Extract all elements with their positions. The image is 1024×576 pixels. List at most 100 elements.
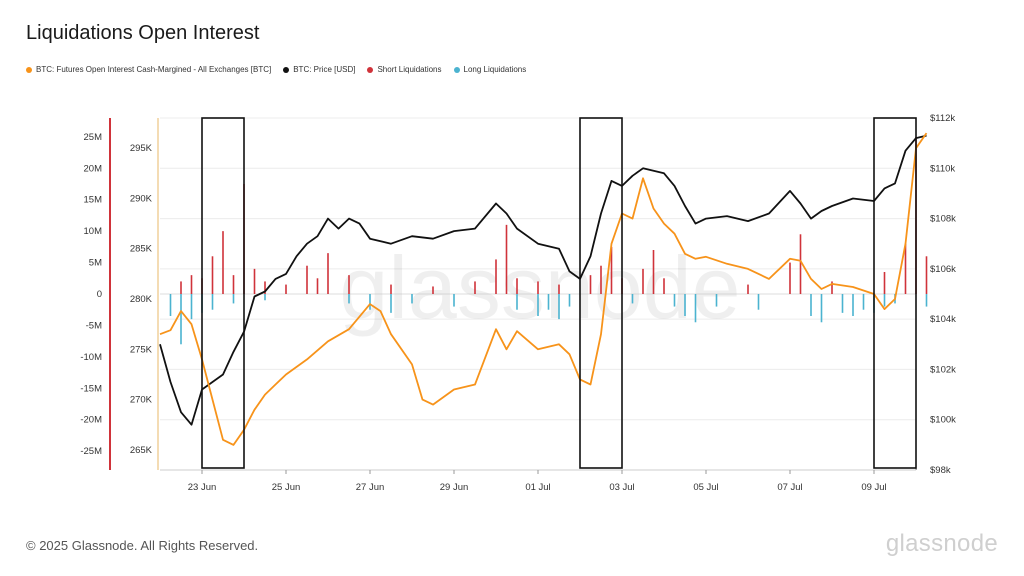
legend-label-open-interest: BTC: Futures Open Interest Cash-Margined… [36, 65, 272, 74]
long-liquidation-bar [883, 294, 886, 307]
long-liquidation-bar [558, 294, 560, 320]
short-liquidation-bar [474, 281, 476, 294]
grid-lines [160, 117, 916, 471]
legend-dot-open-interest [26, 66, 32, 73]
long-liquidation-bar [264, 294, 266, 301]
legend-dot-long-liquidations [453, 66, 460, 73]
short-liquidation-bar [211, 256, 214, 294]
highlight-box [201, 117, 245, 469]
legend-dot-short-liquidations [367, 66, 374, 73]
long-liquidation-bar [232, 294, 235, 304]
price-tick-label: $104k [930, 314, 956, 325]
long-liquidation-bar [411, 294, 413, 304]
legend-label-long-liquidations: Long Liquidations [463, 65, 527, 74]
liquidations-tick-label: 0 [97, 289, 102, 300]
series-lines [159, 132, 928, 446]
short-liquidation-bar [516, 278, 518, 294]
tick-labels: 25M 20M 15M 10M 5M 0 -5M -10M -15M -20M -25M 295K 29… [80, 113, 956, 493]
liquidations-tick-label: 25M [84, 132, 103, 143]
long-liquidation-bar [820, 294, 823, 323]
price-tick-label: $108k [930, 214, 956, 225]
short-liquidation-bar [505, 224, 508, 294]
price-line [159, 134, 927, 426]
open-interest-tick-label: 295K [130, 143, 153, 154]
x-tick-label: 07 Jul [777, 482, 802, 493]
liquidations-tick-label: -5M [86, 320, 102, 331]
short-liquidation-bar [600, 265, 602, 294]
long-liquidation-bar [852, 294, 854, 316]
short-liquidation-bar [327, 253, 329, 294]
short-liquidation-bar [663, 278, 665, 294]
long-liquidation-bar [537, 294, 539, 316]
open-interest-tick-label: 285K [130, 244, 153, 255]
legend-dot-price [283, 66, 290, 73]
x-tick-label: 03 Jul [609, 482, 634, 493]
short-liquidation-bar [495, 259, 497, 294]
long-liquidation-bar [211, 294, 214, 310]
legend-item-short-liquidations[interactable]: Short Liquidations [367, 65, 442, 74]
short-liquidation-bar [390, 284, 392, 294]
open-interest-tick-label: 275K [130, 344, 153, 355]
liquidations-tick-label: 10M [84, 226, 103, 237]
legend-item-price[interactable]: BTC: Price [USD] [283, 65, 355, 74]
x-tick-label: 05 Jul [693, 482, 718, 493]
short-liquidation-bar [432, 286, 434, 294]
x-tick-label: 27 Jun [356, 482, 385, 493]
long-liquidation-bar [369, 294, 371, 310]
short-liquidation-bar [348, 275, 350, 294]
short-liquidation-bar [190, 275, 193, 294]
x-tick-label: 25 Jun [272, 482, 301, 493]
short-liquidation-bar [180, 281, 182, 294]
copyright-footer: © 2025 Glassnode. All Rights Reserved. [26, 538, 259, 553]
short-liquidation-bar [222, 231, 224, 294]
legend-label-short-liquidations: Short Liquidations [377, 65, 442, 74]
short-liquidation-bar [264, 281, 266, 294]
short-liquidation-bar [285, 284, 287, 294]
short-liquidation-bar [904, 243, 907, 294]
long-liquidation-bar [673, 294, 676, 307]
short-liquidation-bar [642, 268, 644, 294]
short-liquidation-bar [799, 234, 802, 294]
liquidations-tick-label: 15M [84, 195, 103, 206]
long-liquidation-bar [169, 294, 172, 316]
long-liquidation-bar [453, 294, 455, 307]
long-liquidation-bar [715, 294, 718, 307]
open-interest-tick-label: 290K [130, 193, 153, 204]
legend: BTC: Futures Open Interest Cash-Margined… [26, 65, 538, 74]
short-liquidation-bar [747, 284, 749, 294]
short-liquidation-bar [306, 265, 308, 294]
x-tick-label: 09 Jul [861, 482, 886, 493]
long-liquidation-bar [180, 294, 182, 345]
open-interest-tick-label: 265K [130, 445, 153, 456]
short-liquidation-bar [610, 246, 613, 294]
liquidations-tick-label: -10M [80, 352, 102, 363]
long-liquidation-bar [631, 294, 634, 304]
long-liquidation-bar [757, 294, 760, 310]
price-tick-label: $106k [930, 264, 956, 275]
highlight-box [873, 117, 917, 469]
short-liquidation-bar [537, 281, 539, 294]
legend-item-open-interest[interactable]: BTC: Futures Open Interest Cash-Margined… [26, 65, 271, 74]
x-tick-label: 23 Jun [188, 482, 217, 493]
open-interest-line [159, 132, 928, 446]
long-liquidation-bar [547, 294, 550, 310]
long-liquidation-bar [684, 294, 686, 316]
long-liquidation-bar [925, 294, 928, 307]
short-liquidation-bar [558, 284, 560, 294]
price-tick-label: $98k [930, 465, 951, 476]
highlight-boxes [201, 117, 917, 469]
open-interest-tick-label: 270K [130, 395, 153, 406]
legend-item-long-liquidations[interactable]: Long Liquidations [453, 65, 527, 74]
short-liquidation-bar [253, 268, 256, 294]
long-liquidation-bar [841, 294, 844, 313]
long-liquidation-bar [348, 294, 350, 304]
long-liquidation-bar [568, 294, 571, 307]
short-liquidation-bar [883, 272, 886, 294]
short-liquidation-bar [652, 250, 655, 294]
glassnode-logo: glassnode [885, 530, 998, 557]
long-liquidation-bar [516, 294, 518, 310]
open-interest-tick-label: 280K [130, 294, 153, 305]
legend-label-price: BTC: Price [USD] [293, 65, 356, 74]
long-liquidation-bar [390, 294, 392, 313]
short-liquidation-bar [316, 278, 319, 294]
